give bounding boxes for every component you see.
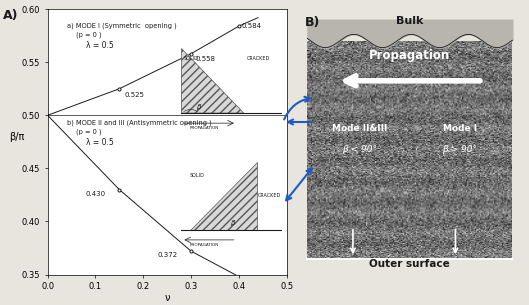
Text: (p = 0 ): (p = 0 ) bbox=[76, 31, 102, 38]
Text: λ = 0.5: λ = 0.5 bbox=[86, 138, 114, 147]
Text: Bulk: Bulk bbox=[396, 16, 424, 26]
Text: β > 90°: β > 90° bbox=[442, 145, 478, 154]
Text: Mode I: Mode I bbox=[443, 124, 477, 133]
Text: A): A) bbox=[3, 9, 18, 22]
Text: Outer surface: Outer surface bbox=[369, 259, 450, 269]
X-axis label: ν: ν bbox=[165, 292, 170, 303]
Text: 0.430: 0.430 bbox=[86, 191, 106, 197]
Text: 0.558: 0.558 bbox=[196, 56, 216, 62]
Y-axis label: β/π: β/π bbox=[10, 132, 25, 142]
Text: Mode II&III: Mode II&III bbox=[332, 124, 387, 133]
Text: b) MODE II and III (Antisymmetric opening ): b) MODE II and III (Antisymmetric openin… bbox=[67, 120, 212, 126]
Text: 0.525: 0.525 bbox=[124, 92, 144, 98]
Text: Propagation: Propagation bbox=[369, 49, 451, 62]
Text: 0.584: 0.584 bbox=[241, 23, 261, 29]
Text: β < 90°: β < 90° bbox=[342, 145, 377, 154]
Text: λ = 0.5: λ = 0.5 bbox=[86, 41, 114, 50]
Text: a) MODE I (Symmetric  opening ): a) MODE I (Symmetric opening ) bbox=[67, 23, 177, 30]
Text: B): B) bbox=[305, 16, 321, 29]
Text: 0.372: 0.372 bbox=[158, 252, 178, 258]
Text: (p = 0 ): (p = 0 ) bbox=[76, 128, 102, 135]
